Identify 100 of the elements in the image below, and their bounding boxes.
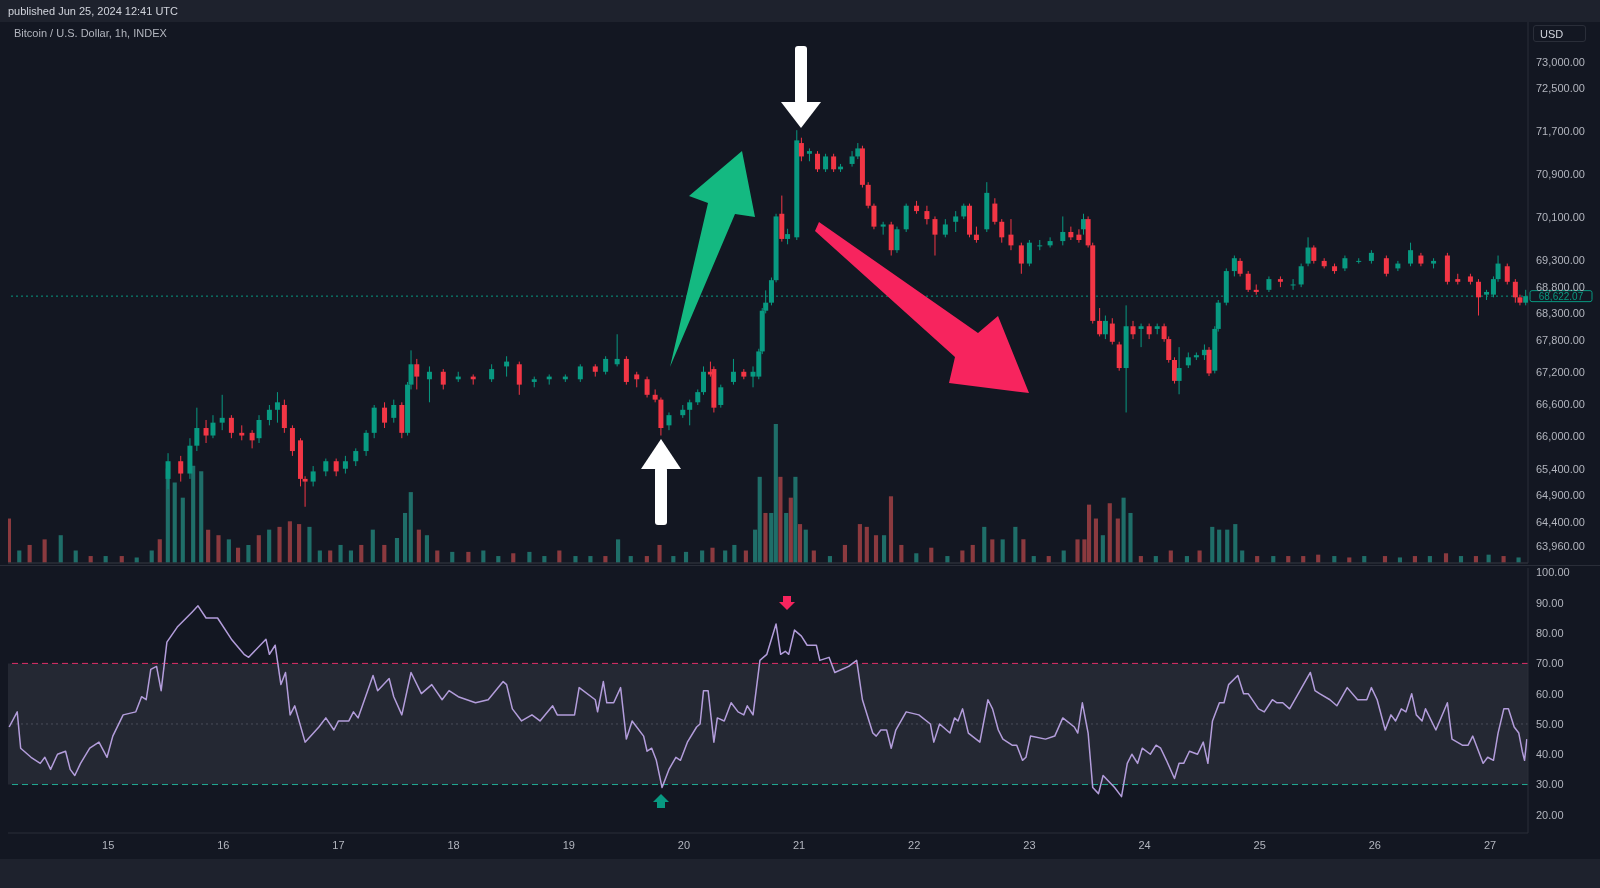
y-tick-label: 63,960.00	[1536, 539, 1585, 552]
x-tick-label: 27	[1483, 838, 1497, 851]
bar	[960, 550, 965, 563]
bar	[435, 550, 440, 563]
candlestick	[798, 137, 804, 162]
y-tick-label: 68,300.00	[1536, 307, 1585, 320]
candlestick	[992, 197, 998, 225]
candlestick	[953, 210, 959, 233]
bar	[172, 482, 177, 563]
candlestick	[1076, 228, 1082, 244]
bar	[1075, 539, 1080, 563]
y-tick-label: 71,700.00	[1536, 125, 1585, 138]
y-tick-label: 100.00	[1536, 566, 1570, 579]
y-tick-label: 67,800.00	[1536, 334, 1585, 347]
bar	[267, 529, 272, 563]
y-tick-label: 50.00	[1536, 717, 1564, 730]
bar	[1225, 529, 1230, 563]
y-tick-label: 70,900.00	[1536, 168, 1585, 181]
x-tick-label: 21	[792, 838, 806, 851]
bar	[793, 476, 798, 563]
x-tick-label: 23	[1023, 838, 1036, 851]
bar	[481, 550, 486, 563]
candlestick	[903, 203, 909, 233]
candlestick	[1290, 278, 1296, 291]
bar	[914, 553, 919, 563]
bar	[873, 535, 879, 563]
y-tick-label: 65,400.00	[1536, 462, 1585, 475]
y-tick-label: 66,000.00	[1536, 430, 1585, 443]
y-tick-label: 30.00	[1536, 778, 1564, 791]
x-tick-label: 20	[677, 838, 691, 851]
y-tick-label: 73,000.00	[1536, 55, 1585, 68]
candlestick	[1018, 242, 1024, 275]
bar	[970, 544, 975, 563]
candlestick	[1176, 346, 1182, 395]
bar	[27, 544, 32, 563]
bar	[416, 529, 421, 563]
candlestick	[1237, 257, 1243, 277]
bar	[317, 550, 322, 563]
candlestick	[440, 368, 446, 390]
candlestick	[289, 424, 295, 457]
candlestick	[603, 355, 609, 375]
candlestick	[1504, 263, 1510, 285]
bar	[1061, 550, 1066, 563]
y-tick-label: 70.00	[1536, 657, 1564, 670]
bar	[382, 544, 387, 563]
candlestick	[1138, 323, 1144, 348]
y-tick-label: 66,600.00	[1536, 398, 1585, 411]
bar	[297, 524, 302, 563]
y-tick-label: 67,200.00	[1536, 366, 1585, 379]
y-tick-label: 70,100.00	[1536, 210, 1585, 223]
bar	[1443, 553, 1449, 563]
bar	[206, 529, 211, 563]
candlestick	[1109, 317, 1115, 345]
y-tick-label: 69,300.00	[1536, 253, 1585, 266]
bar	[370, 529, 375, 563]
bar	[1086, 504, 1092, 563]
y-tick-label: 72,500.00	[1536, 82, 1585, 95]
bar	[402, 512, 408, 563]
bar	[1100, 535, 1105, 563]
bar	[157, 539, 162, 563]
bar	[8, 518, 11, 563]
x-tick-label: 24	[1138, 838, 1151, 851]
candlestick	[274, 391, 280, 424]
candlestick	[1008, 218, 1014, 251]
bar	[42, 539, 47, 563]
candlestick	[219, 394, 225, 431]
candlestick	[1356, 257, 1362, 265]
candlestick	[516, 361, 522, 396]
bar	[700, 550, 705, 563]
bar	[1210, 526, 1215, 563]
y-tick-label: 20.00	[1536, 808, 1564, 821]
line-series	[8, 605, 1528, 798]
bar	[1093, 518, 1099, 563]
bar	[1013, 526, 1018, 563]
candlestick	[194, 407, 200, 452]
candlestick	[1253, 283, 1259, 296]
bar	[246, 544, 251, 563]
candlestick	[1171, 356, 1177, 385]
x-tick-label: 19	[562, 838, 575, 851]
bar	[588, 556, 593, 563]
y-axis-title: USD	[1533, 25, 1586, 42]
candlestick	[1037, 239, 1043, 251]
bar	[17, 550, 22, 563]
candlestick	[849, 150, 855, 168]
bar	[359, 544, 364, 563]
x-tick-label: 17	[332, 838, 345, 851]
bar	[982, 526, 987, 563]
bar	[1115, 518, 1120, 563]
bar	[511, 553, 516, 563]
bar	[1168, 550, 1173, 563]
x-tick-label: 15	[102, 838, 115, 851]
text: Bitcoin / U.S. Dollar, 1h, INDEX	[14, 27, 167, 39]
candlestick	[1311, 244, 1317, 265]
bar	[811, 550, 816, 563]
candlestick	[249, 429, 255, 449]
y-tick-label: 90.00	[1536, 596, 1564, 609]
candlestick	[203, 419, 209, 444]
bar	[857, 524, 862, 563]
text: published Jun 25, 2024 12:41 UTC	[8, 5, 179, 17]
candlestick	[1206, 346, 1212, 377]
